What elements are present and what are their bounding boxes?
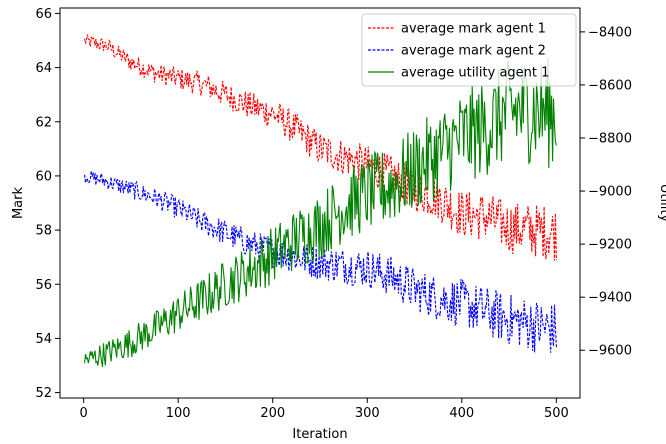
legend-label: average utility agent 1 (401, 66, 549, 81)
y-tick-label: 60 (35, 169, 52, 184)
legend: average mark agent 1 average mark agent 2… (361, 13, 577, 87)
x-tick-label: 0 (79, 406, 87, 421)
y-tick-label: 66 (35, 7, 52, 22)
x-axis-title: Iteration (292, 427, 347, 442)
y-axis-title: Mark (11, 187, 26, 220)
plot-frame (59, 7, 581, 399)
legend-label: average mark agent 2 (401, 44, 546, 59)
y-tick-label: 62 (35, 115, 52, 130)
x-tick-label: 200 (260, 406, 285, 421)
x-tick-label: 100 (166, 406, 191, 421)
y2-tick-label: −9200 (588, 238, 632, 253)
y-tick-label: 58 (35, 224, 52, 239)
y-tick-label: 56 (35, 278, 52, 293)
y2-tick-label: −8400 (588, 25, 632, 40)
y-tick-label: 52 (35, 386, 52, 401)
y-tick-label: 54 (35, 332, 52, 347)
y2-tick-label: −8600 (588, 78, 632, 93)
series-lines (84, 34, 557, 367)
y2-tick-label: −9000 (588, 185, 632, 200)
series-line-3 (84, 57, 557, 367)
y2-tick-label: −9400 (588, 291, 632, 306)
x-tick-label: 500 (544, 406, 569, 421)
y2-tick-label: −8800 (588, 132, 632, 147)
series-line-2 (84, 170, 557, 353)
x-tick-label: 300 (355, 406, 380, 421)
legend-box (361, 13, 577, 87)
axis-ticks: 0 100 200 300 400 500 52 54 56 58 60 62 64 66 −9600 −94… (35, 7, 632, 421)
x-tick-label: 400 (449, 406, 474, 421)
y2-tick-label: −9600 (588, 344, 632, 359)
legend-label: average mark agent 1 (401, 22, 546, 37)
series-line-1 (84, 34, 557, 261)
y2-axis-title: Utility (657, 184, 666, 223)
y-tick-label: 64 (35, 61, 52, 76)
